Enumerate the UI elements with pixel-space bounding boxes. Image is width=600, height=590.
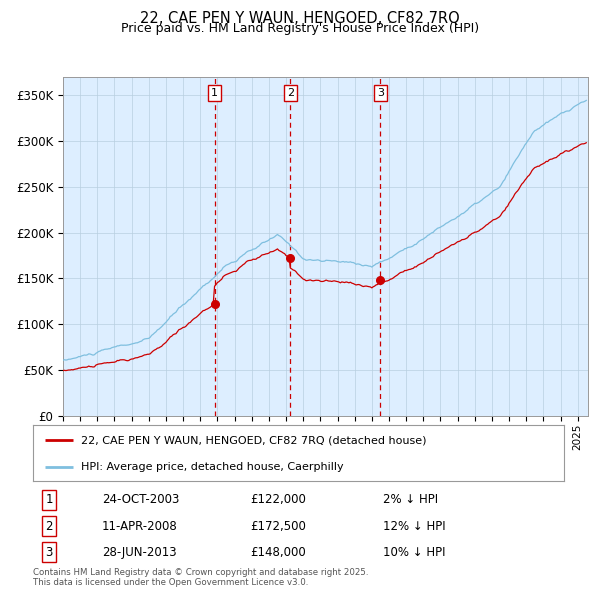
- Text: 3: 3: [377, 88, 384, 98]
- Text: 12% ↓ HPI: 12% ↓ HPI: [383, 520, 446, 533]
- Text: 11-APR-2008: 11-APR-2008: [102, 520, 178, 533]
- Text: 2: 2: [287, 88, 294, 98]
- Text: 22, CAE PEN Y WAUN, HENGOED, CF82 7RQ: 22, CAE PEN Y WAUN, HENGOED, CF82 7RQ: [140, 11, 460, 25]
- Text: 1: 1: [211, 88, 218, 98]
- Text: 1: 1: [45, 493, 53, 506]
- Text: HPI: Average price, detached house, Caerphilly: HPI: Average price, detached house, Caer…: [81, 462, 343, 472]
- Text: 28-JUN-2013: 28-JUN-2013: [102, 546, 176, 559]
- Text: Price paid vs. HM Land Registry's House Price Index (HPI): Price paid vs. HM Land Registry's House …: [121, 22, 479, 35]
- Text: 2% ↓ HPI: 2% ↓ HPI: [383, 493, 439, 506]
- Text: 10% ↓ HPI: 10% ↓ HPI: [383, 546, 446, 559]
- Text: 2: 2: [45, 520, 53, 533]
- Text: 3: 3: [45, 546, 53, 559]
- Text: Contains HM Land Registry data © Crown copyright and database right 2025.
This d: Contains HM Land Registry data © Crown c…: [33, 568, 368, 587]
- Text: £172,500: £172,500: [251, 520, 307, 533]
- Text: 24-OCT-2003: 24-OCT-2003: [102, 493, 179, 506]
- Text: £122,000: £122,000: [251, 493, 307, 506]
- Text: 22, CAE PEN Y WAUN, HENGOED, CF82 7RQ (detached house): 22, CAE PEN Y WAUN, HENGOED, CF82 7RQ (d…: [81, 435, 426, 445]
- Text: £148,000: £148,000: [251, 546, 307, 559]
